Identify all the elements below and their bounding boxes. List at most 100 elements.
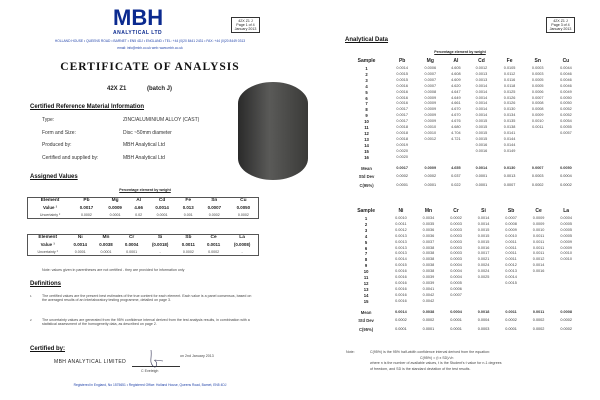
table-cell: Sn <box>211 198 218 204</box>
table-row: 2 0.0011 0.0035 0.0003 0.0014 0.0008 0.0009 0.0… <box>345 222 580 228</box>
table-cell: 0.0144 <box>503 136 516 141</box>
table-cell: 0.0038 <box>422 263 435 268</box>
table-cell: 0.0003 <box>450 239 462 244</box>
column-header: Fe <box>506 57 513 64</box>
table-cell: 0.0057 <box>560 130 572 135</box>
table-cell: 0.0001 <box>109 212 121 217</box>
registered-office-footer: Registered in England, No 1575651 • Regi… <box>73 383 227 387</box>
definitions-heading: Definitions <box>30 281 61 287</box>
table-cell: 0.0013 <box>505 269 517 274</box>
page-number: Page 1 of 4 <box>236 23 255 27</box>
assigned-values-table-1: Element Pb Mg Al Cd Fe Sn Cu Value ¹ 0.0017 0.0009… <box>27 197 259 219</box>
signature-icon <box>150 349 164 368</box>
table-cell: 0.0004 <box>560 216 572 220</box>
table-cell: 0.0016 <box>395 280 407 285</box>
table-cell: 0.0016 <box>396 101 408 106</box>
table-cell: 0.0009 <box>560 239 572 244</box>
table-cell: 4.66 <box>134 205 143 210</box>
table-cell <box>552 299 580 307</box>
table-cell: 0.0017 <box>79 205 94 210</box>
table-cell: 0.0010 <box>505 233 517 238</box>
table-cell: 0.0013 <box>395 233 407 238</box>
table-cell: 0.0003 <box>450 245 462 250</box>
parentheses-note: Note: values given in parentheses are no… <box>42 268 185 272</box>
table-cell: 0.0126 <box>503 101 516 106</box>
table-cell: 0.0011 <box>207 242 221 247</box>
table-cell: 0.0011 <box>532 125 544 130</box>
table-row: Element Pb Mg Al Cd Fe Sn Cu <box>28 198 259 205</box>
table-cell <box>444 155 467 163</box>
table-cell: 0.0009 <box>108 205 122 210</box>
table-cell: 0.0016 <box>396 95 408 100</box>
table-row: 4 0.0016 0.0007 4.620 0.0014 0.0118 0.0005 0.00… <box>345 84 580 90</box>
row-label: Value ¹ <box>40 242 55 247</box>
column-header: Si <box>481 207 486 214</box>
column-header: Cd <box>478 57 485 64</box>
table-cell: 0.0012 <box>424 136 437 141</box>
table-cell: 0.0018 <box>396 125 408 130</box>
table-row: 11 0.0018 0.0010 4.680 0.0015 0.0138 0.0011 0.0… <box>345 125 580 131</box>
stat-value: 0.0004 <box>477 317 490 322</box>
table-cell: 0.0012 <box>532 257 545 262</box>
info-heading: Certified Reference Material Information <box>30 104 145 110</box>
table-cell: 0.0015 <box>505 280 517 285</box>
ref-line: 42X Z1 J <box>553 19 568 23</box>
sample-number: 11 <box>364 125 369 131</box>
stat-value: 0.0004 <box>560 173 572 178</box>
ref-date: January 2013 <box>549 27 572 31</box>
table-cell: 0.0007 <box>207 205 222 210</box>
table-cell <box>497 299 525 307</box>
sample-number: 11 <box>363 275 369 281</box>
table-cell: 0.0020 <box>396 154 408 159</box>
sample-number: 1 <box>364 216 368 221</box>
table-cell: 0.0116 <box>503 77 516 82</box>
table-row: 15 0.0020 0.0016 0.0149 <box>345 149 580 155</box>
table-cell: 0.0016 <box>475 148 488 153</box>
table-cell: 0.0014 <box>475 113 488 118</box>
table-cell: 0.0009 <box>424 95 437 100</box>
table-cell: 0.0015 <box>475 130 488 135</box>
table-row: C(95%) 0.0001 0.0001 0.0001 0.0003 0.0001 0.00… <box>345 325 580 334</box>
table-cell <box>552 155 580 163</box>
table-cell: 0.0009 <box>532 221 545 226</box>
table-cell: 0.0141 <box>503 130 516 135</box>
sample-number: 9 <box>365 113 368 119</box>
table-cell: 0.0016 <box>396 83 408 88</box>
column-header: Mg <box>426 57 434 64</box>
column-header: Sample <box>357 57 376 64</box>
table-row: 2 0.0015 0.0007 4.608 0.0013 0.0112 0.0003 0.00… <box>345 72 580 78</box>
table-cell: 0.0003 <box>450 257 462 262</box>
info-value: MBH Analytical Ltd <box>123 155 165 161</box>
table-cell: 0.0005 <box>560 221 572 226</box>
table-cell: 0.0052 <box>560 107 572 112</box>
stat-value: 0.0001 <box>396 182 408 187</box>
stat-value: 0.0001 <box>475 173 488 178</box>
table-cell: 0.0003 <box>531 66 544 70</box>
table-cell: 0.0016 <box>395 298 407 303</box>
table-cell: 0.0014 <box>155 205 169 210</box>
table-cell: 0.0015 <box>477 233 490 238</box>
stat-value: 0.0008 <box>560 309 572 314</box>
table-cell: 0.0017 <box>396 113 408 118</box>
table-row: Std Dev 0.0002 0.0002 0.037 0.0001 0.0013 0.00… <box>345 172 580 181</box>
table-cell: 0.0010 <box>424 130 437 135</box>
stat-label: C(95%) <box>359 182 374 188</box>
table-cell: - <box>159 249 161 254</box>
stat-value: 0.0001 <box>475 182 488 187</box>
table-cell: 0.0125 <box>503 89 516 94</box>
table-cell: 0.0003 <box>450 221 462 226</box>
table-row: 5 0.0013 0.0037 0.0003 0.0015 0.0011 0.0011 0.0… <box>345 240 580 246</box>
table-row: 7 0.0016 0.0009 4.661 0.0014 0.0126 0.0008 0.00… <box>345 101 580 107</box>
sample-number: 12 <box>363 280 369 286</box>
sample-number: 13 <box>364 136 369 142</box>
stat-value: 0.0002 <box>560 326 572 331</box>
certification-date: on 2nd January 2013 <box>180 354 214 358</box>
stat-value: 0.0002 <box>532 326 545 331</box>
page-reference-box: 42X Z1 J Page 3 of 4 January 2013 <box>546 17 575 33</box>
table-cell: 0.0050 <box>560 95 572 100</box>
table-cell: Cd <box>158 198 166 204</box>
stat-value: 0.0001 <box>505 326 517 331</box>
sample-disc-photo <box>238 82 308 180</box>
table-cell: 0.0003 <box>531 71 544 76</box>
table-row: 10 0.0017 0.0009 4.676 0.0015 0.0135 0.0010 0.0… <box>345 119 580 125</box>
